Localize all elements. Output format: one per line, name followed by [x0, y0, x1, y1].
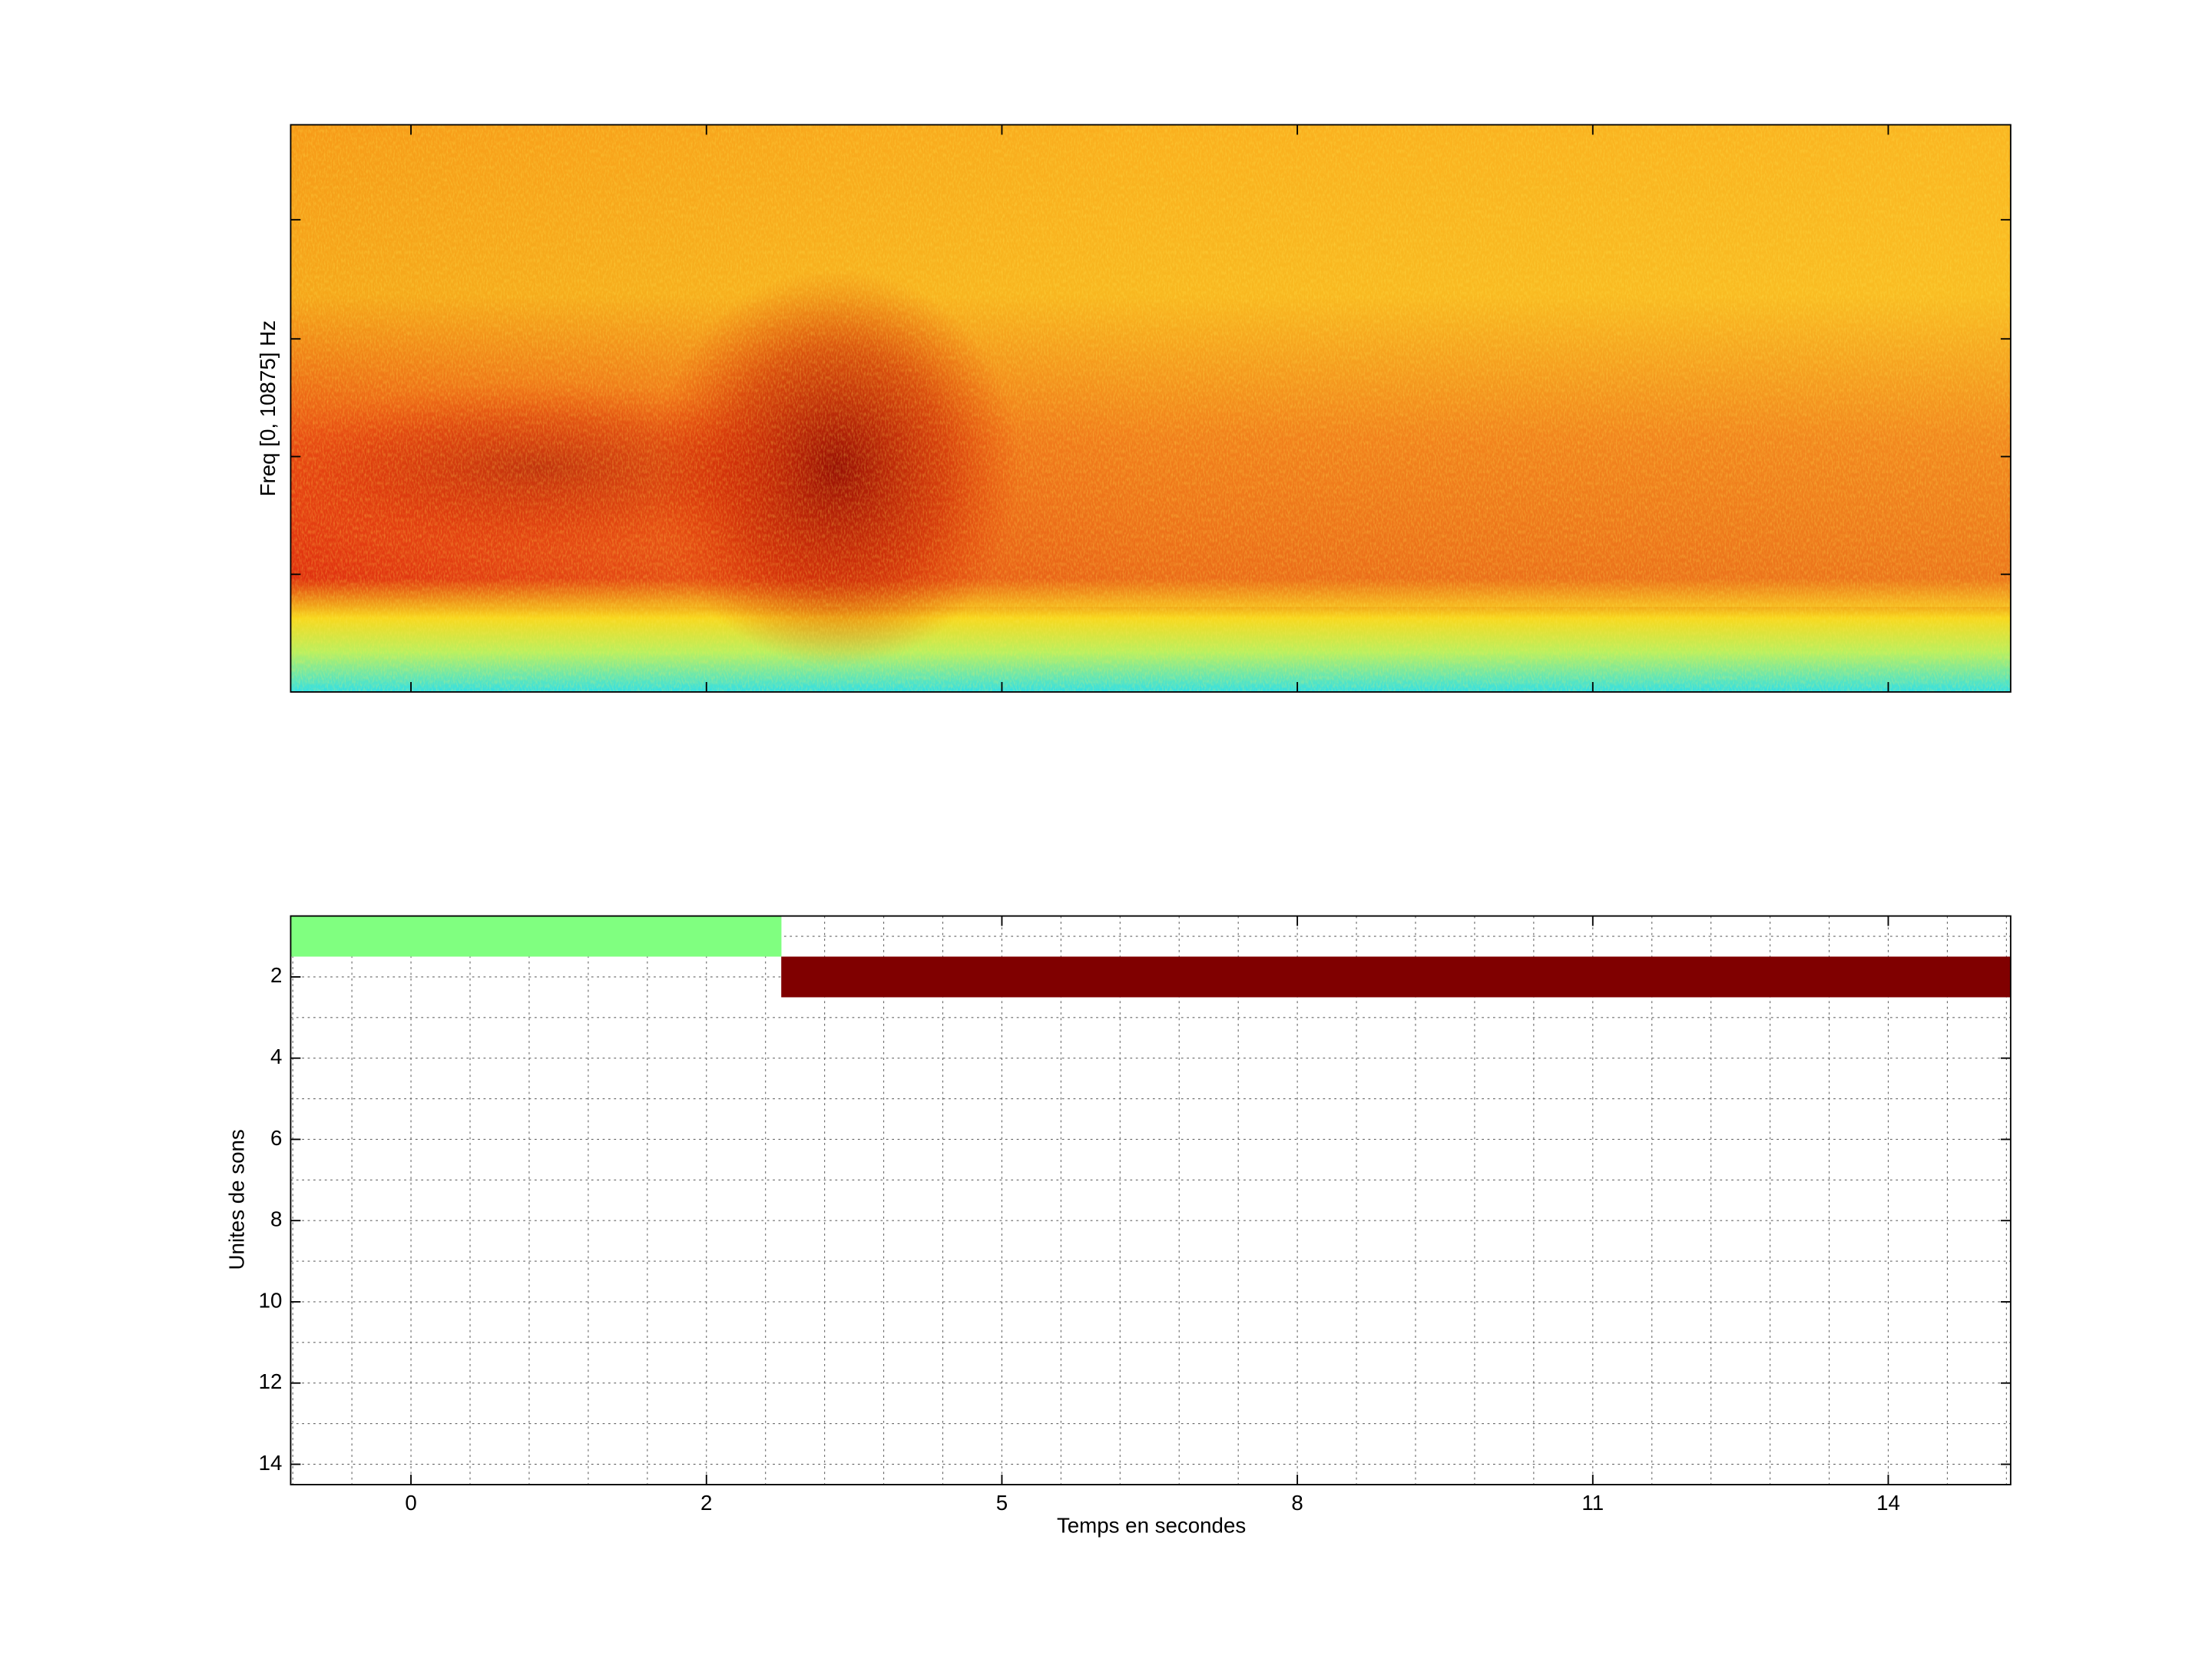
- x-tick-label: 2: [700, 1491, 712, 1515]
- axes-frame: [290, 915, 2012, 1485]
- segment: [290, 916, 782, 957]
- spectrogram-y-label: Freq [0, 10875] Hz: [256, 320, 280, 496]
- y-tick-label: 8: [270, 1207, 282, 1231]
- y-tick-label: 10: [259, 1288, 283, 1312]
- y-axis-label: Unites de sons: [224, 1129, 248, 1270]
- segment: [781, 956, 2011, 998]
- x-tick-label: 0: [405, 1491, 416, 1515]
- x-tick-label: 5: [996, 1491, 1008, 1515]
- y-tick-label: 4: [270, 1045, 282, 1068]
- x-axis-label: Temps en secondes: [1057, 1514, 1246, 1538]
- y-tick-label: 6: [270, 1126, 282, 1150]
- x-tick-label: 8: [1291, 1491, 1303, 1515]
- spectrogram-frame: [290, 124, 2012, 693]
- spectrogram-y-ticks: [290, 219, 2011, 575]
- y-tick-label: 14: [259, 1451, 283, 1475]
- y-tick-label: 12: [259, 1369, 283, 1393]
- x-tick-label: 11: [1581, 1491, 1604, 1515]
- x-tick-label: 14: [1876, 1491, 1900, 1515]
- y-tick-label: 2: [270, 963, 282, 987]
- spectrogram-image: [290, 124, 2011, 692]
